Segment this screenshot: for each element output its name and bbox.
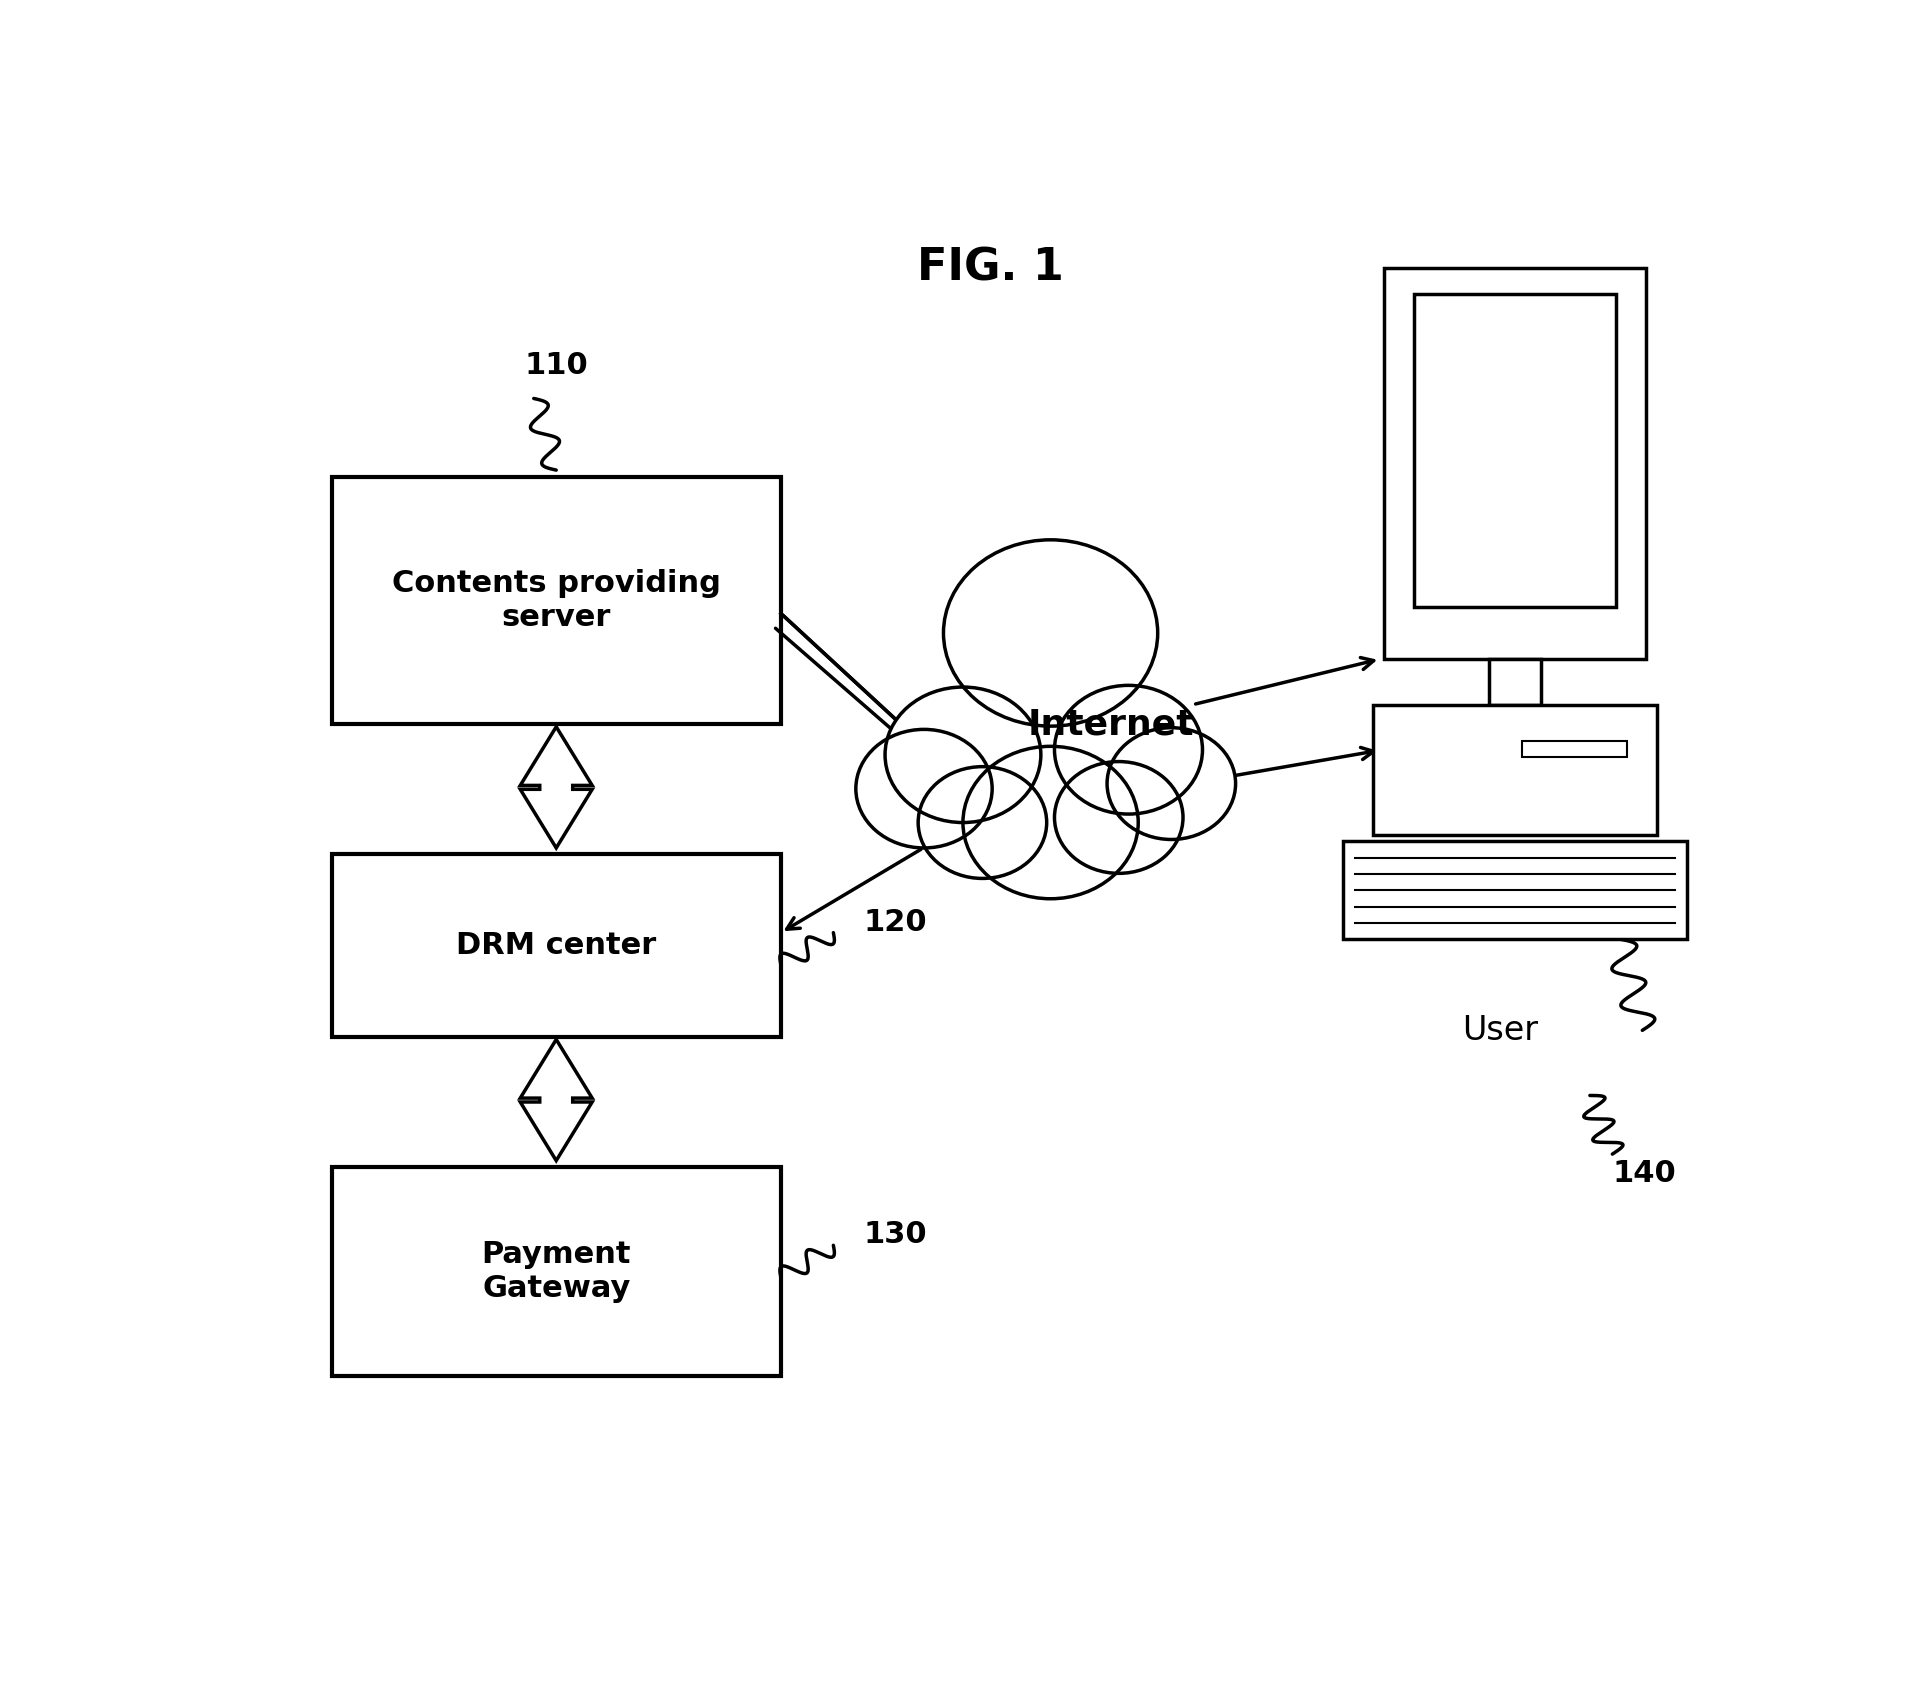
Circle shape [885, 687, 1039, 822]
Text: 140: 140 [1611, 1159, 1675, 1188]
Bar [1412, 294, 1615, 607]
Bar [1488, 660, 1540, 704]
Bar [1383, 269, 1646, 660]
Text: 130: 130 [864, 1220, 927, 1249]
Circle shape [1055, 685, 1202, 814]
Circle shape [856, 729, 991, 848]
Circle shape [943, 540, 1157, 726]
Text: Payment
Gateway: Payment Gateway [481, 1240, 630, 1303]
Bar [332, 854, 781, 1037]
Text: Internet: Internet [1026, 707, 1194, 741]
Text: User: User [1461, 1014, 1538, 1047]
Text: 120: 120 [864, 907, 927, 937]
Bar [332, 1167, 781, 1376]
Circle shape [918, 766, 1045, 878]
Circle shape [1055, 761, 1182, 873]
Circle shape [1107, 728, 1235, 839]
Text: 110: 110 [524, 352, 587, 381]
Bar [1372, 704, 1656, 834]
Text: Contents providing
server: Contents providing server [392, 569, 721, 631]
Bar [332, 477, 781, 724]
Polygon shape [520, 728, 591, 848]
Circle shape [962, 746, 1138, 898]
Bar [1343, 841, 1687, 939]
Bar [1522, 741, 1627, 756]
Polygon shape [520, 1039, 591, 1161]
Text: FIG. 1: FIG. 1 [918, 247, 1063, 289]
Text: DRM center: DRM center [456, 931, 657, 959]
